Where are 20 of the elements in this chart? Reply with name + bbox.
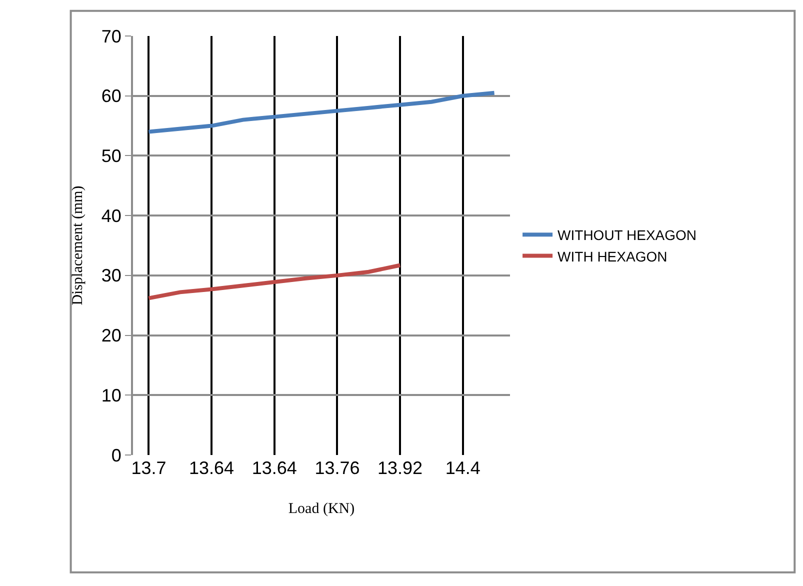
- y-axis-title: Displacement (mm): [70, 186, 86, 306]
- x-tick-label: 14.4: [445, 458, 480, 478]
- y-tick-label: 20: [101, 326, 122, 346]
- line-series: [146, 263, 402, 300]
- y-tick-label: 30: [101, 266, 122, 286]
- legend-label: WITHOUT HEXAGON: [558, 227, 697, 244]
- y-tick-label: 0: [111, 445, 122, 466]
- x-tick-label: 13.76: [314, 458, 360, 478]
- y-tick-label: 40: [101, 206, 122, 226]
- y-tick-label: 60: [101, 86, 122, 106]
- x-tick-label: 13.92: [378, 458, 423, 478]
- line-series: [146, 90, 496, 134]
- x-axis-title: Load (KN): [288, 501, 355, 517]
- y-tick-label: 10: [101, 385, 122, 406]
- x-tick-label: 13.64: [252, 458, 297, 478]
- y-tick-label: 70: [101, 26, 122, 46]
- x-tick-label: 13.64: [189, 458, 234, 478]
- legend-label: WITH HEXAGON: [558, 248, 668, 264]
- y-tick-label: 50: [101, 146, 122, 166]
- x-tick-label: 13.7: [131, 458, 166, 478]
